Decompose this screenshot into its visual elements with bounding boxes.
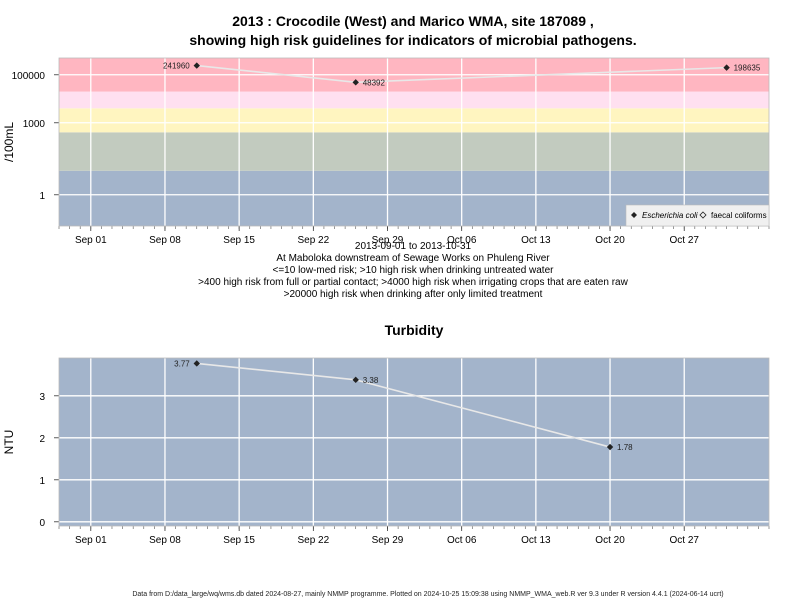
note-date-range: 2013-09-01 to 2013-10-31 <box>355 241 472 252</box>
chart1-y-tick-label: 1000 <box>23 119 46 130</box>
risk-band-4 <box>59 91 769 109</box>
note-risk-treatment: >20000 high risk when drinking after onl… <box>284 289 543 300</box>
chart2-data-point <box>193 360 200 367</box>
chart1-data-point <box>352 79 359 86</box>
chart1-y-tick-label: 100000 <box>12 71 46 82</box>
legend-label-faecal: faecal coliforms <box>711 211 767 220</box>
chart1-data-point <box>193 62 200 69</box>
chart2-x-tick-label: Oct 06 <box>447 535 477 546</box>
chart1-data-label: 48392 <box>363 78 386 87</box>
chart1-title-line2: showing high risk guidelines for indicat… <box>189 32 636 48</box>
chart1-x-tick-label: Sep 01 <box>75 235 107 246</box>
chart2-y-tick-label: 2 <box>39 434 45 445</box>
chart2-x-tick-label: Sep 22 <box>297 535 329 546</box>
chart2-gridlines <box>59 358 769 526</box>
legend-label-ecoli: Escherichia coli <box>642 211 698 220</box>
chart2-y-tick-label: 3 <box>39 392 45 403</box>
chart1-x-tick-label: Oct 20 <box>595 235 625 246</box>
chart1-x-tick-label: Sep 29 <box>372 235 404 246</box>
chart1-x-tick-label: Sep 15 <box>223 235 255 246</box>
note-risk-drinking: <=10 low-med risk; >10 high risk when dr… <box>273 265 555 276</box>
chart2-x-tick-label: Oct 13 <box>521 535 551 546</box>
legend-marker-ecoli <box>631 212 637 218</box>
chart1-gridlines <box>59 58 769 226</box>
chart2-data-label: 1.78 <box>617 443 633 452</box>
chart2-x-tick-label: Sep 08 <box>149 535 181 546</box>
chart2-data-label: 3.38 <box>363 376 379 385</box>
chart2-title: Turbidity <box>385 322 444 338</box>
chart2-y-axis: 0 1 2 3 <box>39 392 59 529</box>
chart2-x-tick-label: Oct 20 <box>595 535 625 546</box>
chart2-data-point <box>352 376 359 384</box>
chart1-series: 241960 48392 198635 <box>163 62 761 88</box>
chart1-plot-border <box>58 57 770 227</box>
chart2-data-label: 3.77 <box>174 359 190 368</box>
chart1-y-label: /100mL <box>2 122 16 162</box>
chart1-title-line1: 2013 : Crocodile (West) and Marico WMA, … <box>232 13 594 29</box>
chart1-x-tick-label: Sep 08 <box>149 235 181 246</box>
chart2-plot-background <box>59 358 769 526</box>
chart2-plot-border <box>58 357 770 527</box>
chart2-y-tick-label: 1 <box>39 476 45 487</box>
legend-box <box>625 204 770 227</box>
chart2-x-tick-label: Sep 15 <box>223 535 255 546</box>
chart1-x-axis: Sep 01 Sep 08 Sep 15 Sep 22 Sep 29 Oct 06 Oct … <box>58 226 770 246</box>
chart2-x-axis: Sep 01 Sep 08 Sep 15 Sep 22 Sep 29 Oct 06 Oct … <box>58 526 770 546</box>
chart1-data-label: 241960 <box>163 62 190 71</box>
chart1-legend: Escherichia coli faecal coliforms <box>625 204 770 227</box>
chart1-x-tick-label: Oct 06 <box>447 235 477 246</box>
note-site-location: At Maboloka downstream of Sewage Works o… <box>276 253 550 264</box>
chart1-y-axis: 1 1000 100000 <box>12 71 59 202</box>
risk-band-2 <box>59 132 769 171</box>
legend-marker-faecal <box>699 211 707 219</box>
chart2-data-point <box>606 443 614 451</box>
chart1-x-tick-label: Oct 27 <box>669 235 699 246</box>
chart2-series: 3.77 3.38 1.78 <box>174 359 633 452</box>
chart2-x-tick-label: Sep 29 <box>372 535 404 546</box>
risk-band-3 <box>59 108 769 133</box>
chart1-x-tick-label: Oct 13 <box>521 235 551 246</box>
chart1-y-tick-label: 1 <box>39 191 45 202</box>
chart1-data-point <box>723 64 730 71</box>
chart1-data-label: 198635 <box>734 64 761 73</box>
chart2-x-tick-label: Sep 01 <box>75 535 107 546</box>
chart2-y-label: NTU <box>2 430 16 455</box>
chart1-x-tick-label: Sep 22 <box>297 235 329 246</box>
footer-provenance: Data from D:/data_large/wq/wms.db dated … <box>132 591 723 598</box>
chart2-x-tick-label: Oct 27 <box>669 535 699 546</box>
chart2-y-tick-label: 0 <box>39 518 45 529</box>
note-risk-contact: >400 high risk from full or partial cont… <box>198 277 628 288</box>
